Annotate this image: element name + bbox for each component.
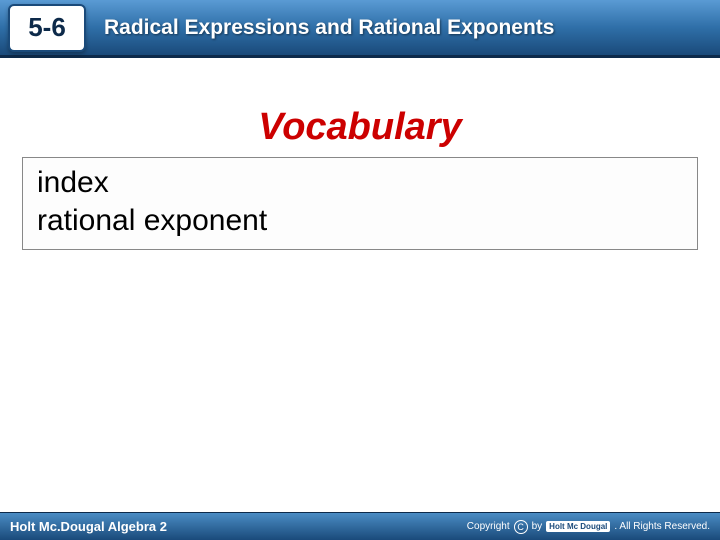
footer-left-text: Holt Mc.Dougal Algebra 2: [10, 519, 167, 534]
footer-right: Copyright C by Holt Mc Dougal . All Righ…: [467, 520, 710, 534]
page-title: Radical Expressions and Rational Exponen…: [104, 16, 554, 40]
copyright-label: Copyright: [467, 521, 510, 532]
vocabulary-box: index rational exponent: [22, 157, 698, 250]
publisher-logo: Holt Mc Dougal: [546, 521, 610, 532]
by-label: by: [532, 521, 543, 532]
vocabulary-heading: Vocabulary: [0, 106, 720, 149]
footer-bar: Holt Mc.Dougal Algebra 2 Copyright C by …: [0, 512, 720, 540]
vocab-term: rational exponent: [37, 202, 683, 240]
section-badge: 5-6: [8, 4, 86, 52]
rights-label: . All Rights Reserved.: [614, 521, 710, 532]
vocab-term: index: [37, 164, 683, 202]
copyright-icon: C: [514, 520, 528, 534]
section-number: 5-6: [28, 12, 66, 43]
header-bar: 5-6 Radical Expressions and Rational Exp…: [0, 0, 720, 58]
